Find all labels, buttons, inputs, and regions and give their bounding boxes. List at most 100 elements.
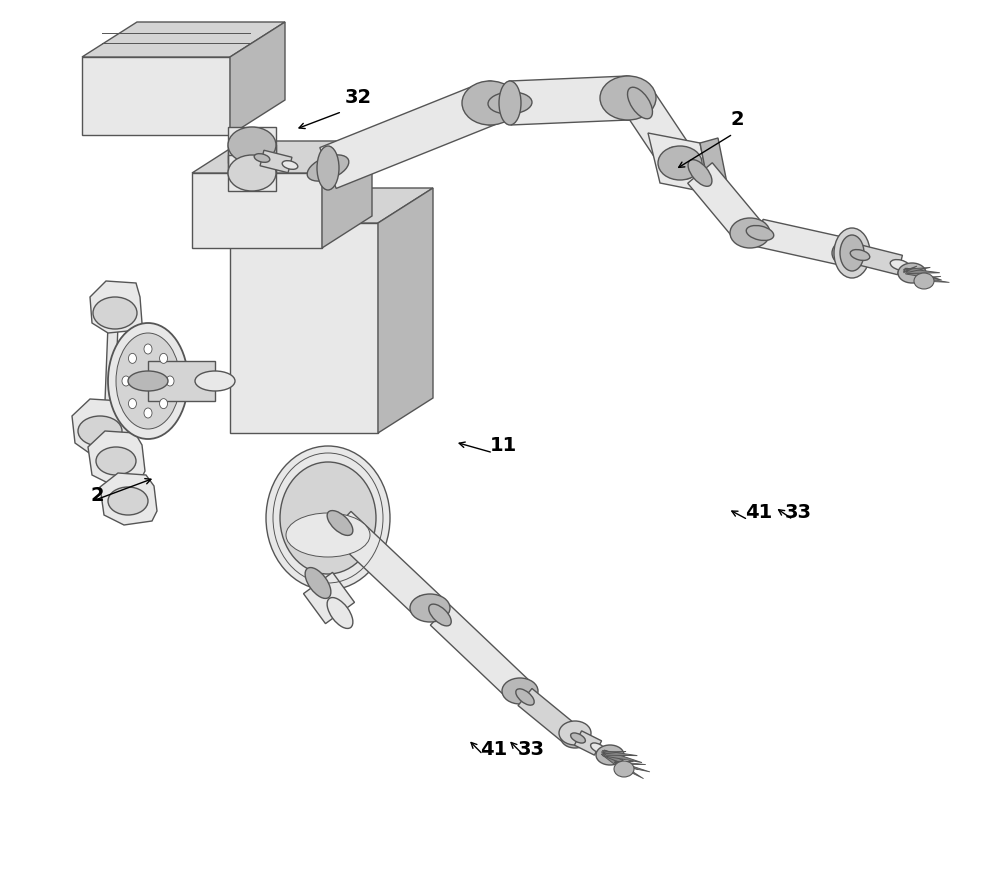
Polygon shape — [228, 155, 276, 191]
Ellipse shape — [305, 568, 331, 598]
Ellipse shape — [128, 398, 136, 409]
Ellipse shape — [128, 354, 136, 363]
Text: 2: 2 — [730, 111, 744, 129]
Ellipse shape — [462, 81, 518, 125]
Polygon shape — [320, 82, 498, 188]
Polygon shape — [192, 173, 322, 248]
Polygon shape — [601, 752, 628, 774]
Ellipse shape — [122, 376, 130, 386]
Text: 2: 2 — [90, 486, 104, 505]
Ellipse shape — [898, 263, 926, 283]
Ellipse shape — [144, 408, 152, 418]
Polygon shape — [378, 188, 433, 433]
Ellipse shape — [195, 371, 235, 391]
Polygon shape — [230, 22, 285, 135]
Ellipse shape — [144, 344, 152, 354]
Ellipse shape — [488, 92, 532, 114]
Ellipse shape — [280, 462, 376, 574]
Ellipse shape — [93, 297, 137, 329]
Polygon shape — [916, 276, 941, 280]
Text: 32: 32 — [345, 88, 372, 107]
Text: 11: 11 — [490, 437, 517, 455]
Polygon shape — [904, 269, 908, 273]
Polygon shape — [903, 267, 930, 272]
Ellipse shape — [914, 273, 934, 289]
Polygon shape — [604, 750, 642, 763]
Text: 33: 33 — [518, 740, 545, 759]
Ellipse shape — [738, 220, 762, 246]
Ellipse shape — [502, 678, 538, 704]
Ellipse shape — [160, 354, 168, 363]
Polygon shape — [616, 761, 650, 772]
Polygon shape — [230, 223, 378, 433]
Polygon shape — [518, 689, 582, 747]
Polygon shape — [700, 138, 728, 193]
Polygon shape — [329, 512, 441, 620]
Ellipse shape — [228, 127, 276, 163]
Ellipse shape — [282, 161, 298, 170]
Polygon shape — [916, 275, 927, 280]
Polygon shape — [303, 572, 355, 623]
Polygon shape — [916, 277, 919, 280]
Ellipse shape — [566, 730, 584, 747]
Polygon shape — [509, 76, 629, 125]
Polygon shape — [82, 57, 230, 135]
Ellipse shape — [834, 228, 870, 278]
Polygon shape — [90, 281, 142, 333]
Ellipse shape — [628, 88, 652, 119]
Ellipse shape — [890, 260, 910, 271]
Ellipse shape — [617, 76, 639, 120]
Ellipse shape — [561, 728, 589, 748]
Ellipse shape — [469, 90, 511, 116]
Polygon shape — [192, 141, 372, 173]
Ellipse shape — [327, 511, 353, 536]
Ellipse shape — [596, 745, 624, 765]
Ellipse shape — [571, 733, 585, 743]
Ellipse shape — [128, 371, 168, 391]
Text: 41: 41 — [745, 504, 772, 522]
Polygon shape — [918, 277, 949, 282]
Polygon shape — [906, 268, 942, 280]
Ellipse shape — [78, 416, 122, 446]
Polygon shape — [688, 163, 762, 243]
Polygon shape — [82, 22, 285, 57]
Polygon shape — [903, 266, 917, 271]
Polygon shape — [230, 188, 433, 223]
Ellipse shape — [668, 147, 692, 179]
Polygon shape — [148, 361, 215, 401]
Polygon shape — [88, 431, 145, 485]
Ellipse shape — [614, 761, 634, 777]
Polygon shape — [615, 762, 646, 764]
Polygon shape — [614, 761, 634, 763]
Polygon shape — [100, 473, 157, 525]
Ellipse shape — [730, 218, 770, 248]
Ellipse shape — [606, 87, 650, 109]
Polygon shape — [648, 133, 710, 193]
Polygon shape — [430, 605, 530, 701]
Ellipse shape — [116, 333, 180, 429]
Ellipse shape — [160, 398, 168, 409]
Ellipse shape — [836, 246, 864, 261]
Ellipse shape — [108, 487, 148, 515]
Polygon shape — [574, 730, 602, 755]
Ellipse shape — [429, 604, 451, 626]
Polygon shape — [615, 762, 644, 779]
Polygon shape — [105, 325, 118, 401]
Ellipse shape — [559, 721, 591, 745]
Ellipse shape — [658, 146, 702, 180]
Ellipse shape — [327, 597, 353, 629]
Polygon shape — [228, 127, 276, 163]
Ellipse shape — [746, 226, 774, 240]
Ellipse shape — [479, 81, 501, 125]
Polygon shape — [602, 750, 637, 755]
Ellipse shape — [591, 743, 605, 753]
Ellipse shape — [688, 160, 712, 187]
Ellipse shape — [509, 680, 531, 702]
Ellipse shape — [166, 376, 174, 386]
Ellipse shape — [96, 447, 136, 475]
Text: 33: 33 — [785, 504, 812, 522]
Ellipse shape — [254, 154, 270, 163]
Ellipse shape — [228, 155, 276, 191]
Polygon shape — [601, 752, 626, 754]
Polygon shape — [260, 150, 292, 172]
